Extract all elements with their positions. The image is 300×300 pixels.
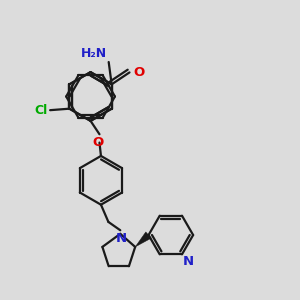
Text: N: N (183, 255, 194, 268)
Text: H₂N: H₂N (81, 46, 107, 60)
Text: O: O (92, 136, 104, 149)
Text: Cl: Cl (34, 104, 48, 117)
Text: O: O (133, 66, 144, 79)
Polygon shape (135, 232, 151, 247)
Text: N: N (115, 232, 126, 245)
